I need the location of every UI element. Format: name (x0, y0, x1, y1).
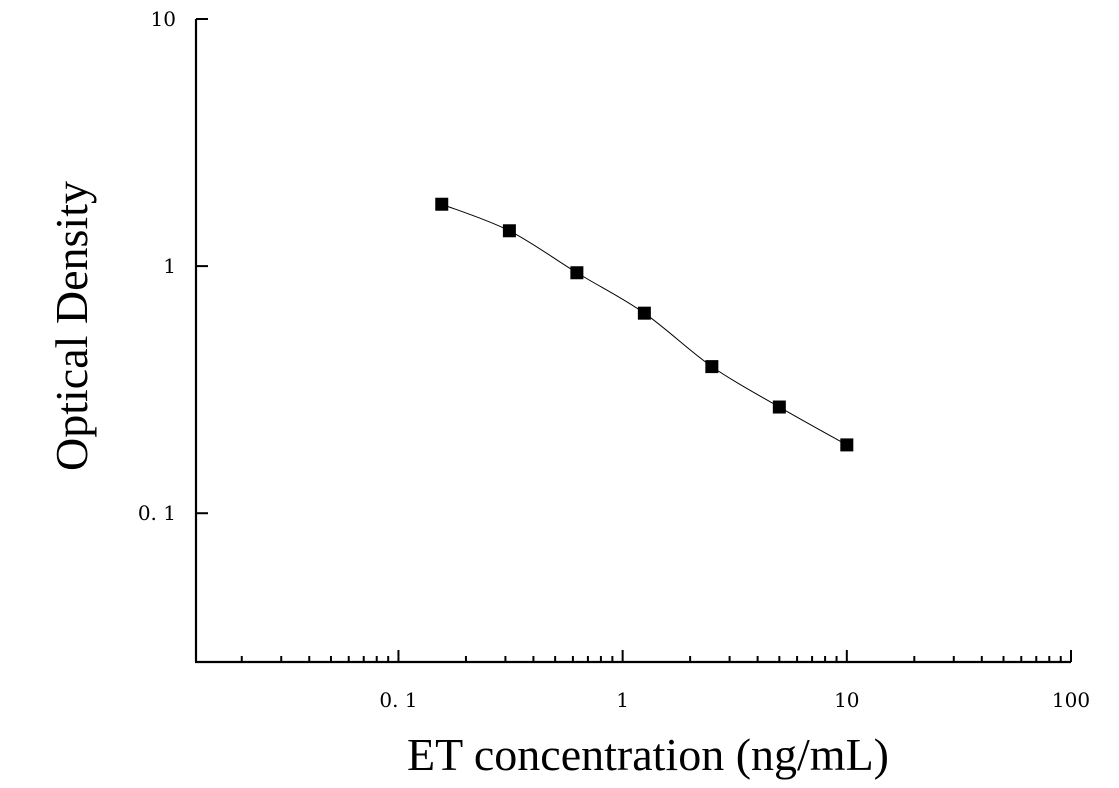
y-tick-label: 10 (151, 7, 176, 31)
data-point (570, 266, 584, 280)
data-point (435, 197, 449, 211)
x-axis-title: ET concentration (ng/mL) (407, 729, 889, 780)
x-tick-label: 0. 1 (379, 688, 417, 712)
data-point (502, 224, 516, 238)
x-tick-label: 1 (616, 688, 629, 712)
axes (194, 19, 1071, 664)
data-point (637, 306, 651, 320)
data-points (435, 197, 854, 452)
data-point (840, 438, 854, 452)
y-tick-label: 0. 1 (138, 501, 176, 525)
fit-curve (441, 203, 848, 446)
y-tick-label: 1 (163, 254, 176, 278)
ticks (196, 18, 1072, 662)
data-point (772, 400, 786, 414)
x-tick-label: 10 (834, 688, 859, 712)
y-axis-title: Optical Density (46, 181, 97, 471)
x-tick-label: 100 (1052, 688, 1090, 712)
tick-labels: 0. 1 1 10 100 0. 1 1 10 (138, 7, 1090, 712)
data-point (705, 360, 719, 374)
